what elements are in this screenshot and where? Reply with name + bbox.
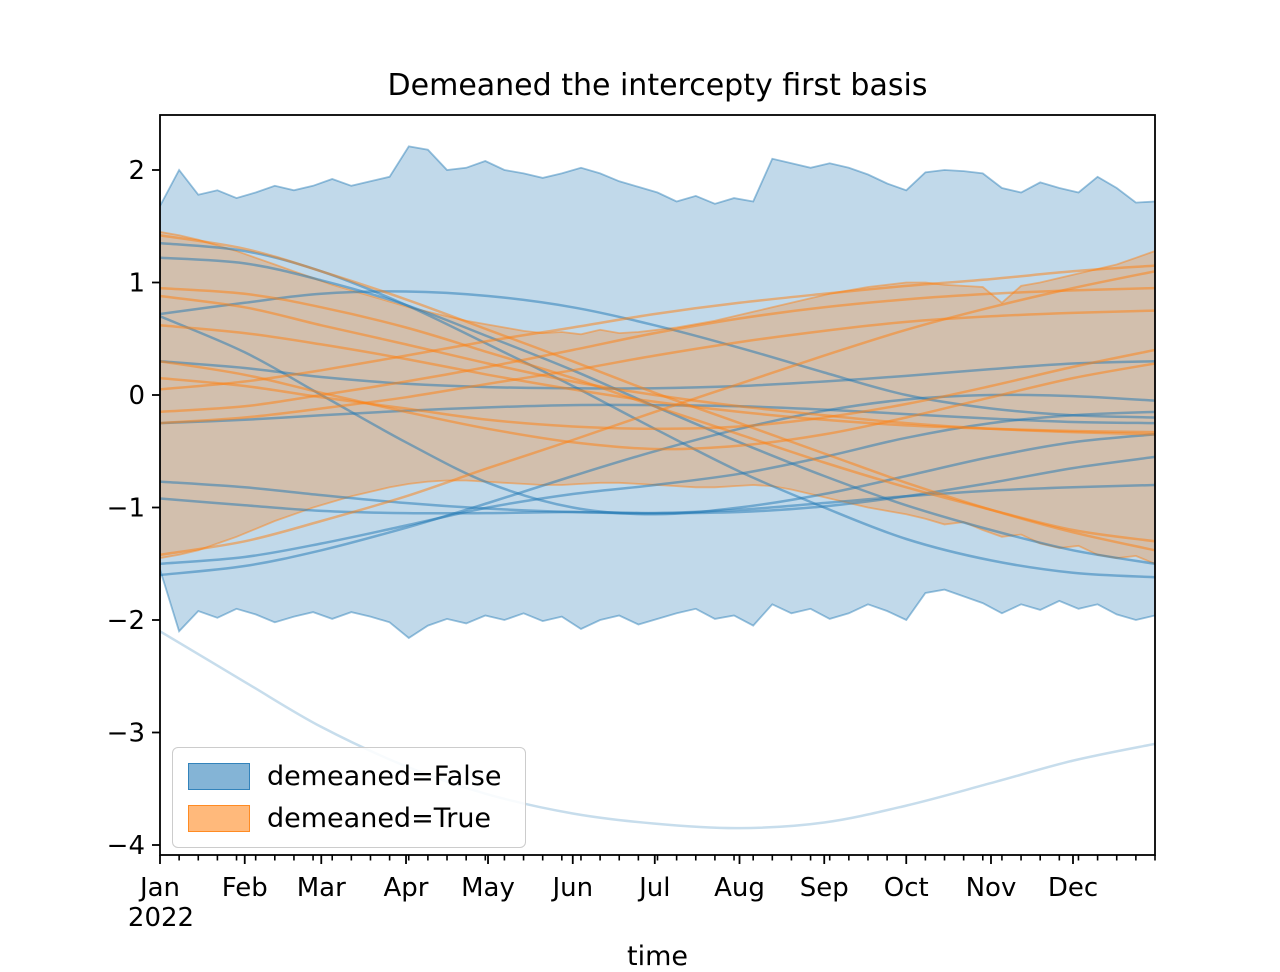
svg-text:Oct: Oct [884,873,929,903]
svg-text:−1: −1 [107,494,145,524]
svg-text:−4: −4 [107,831,145,861]
svg-text:0: 0 [128,381,145,411]
svg-text:Dec: Dec [1048,873,1098,903]
svg-text:Jan: Jan [138,873,180,903]
svg-text:Apr: Apr [384,873,429,903]
svg-text:Jul: Jul [637,873,670,903]
svg-text:Aug: Aug [714,873,765,903]
svg-text:−3: −3 [107,719,145,749]
legend-item-demeaned-true: demeaned=True [188,803,501,834]
svg-text:1: 1 [128,269,145,299]
svg-text:Mar: Mar [297,873,346,903]
svg-text:Nov: Nov [966,873,1017,903]
legend-label-demeaned-true: demeaned=True [267,803,492,834]
x-axis-year-label: 2022 [127,903,195,933]
legend: demeaned=False demeaned=True [172,747,527,848]
svg-text:Jun: Jun [550,873,593,903]
svg-text:May: May [461,873,515,903]
svg-text:2: 2 [128,156,145,186]
chart-title: Demeaned the intercepty first basis [387,68,928,103]
legend-label-demeaned-false: demeaned=False [267,761,502,792]
legend-swatch-demeaned-false [188,763,250,790]
svg-text:Feb: Feb [222,873,268,903]
legend-swatch-demeaned-true [188,805,250,832]
svg-text:Sep: Sep [800,873,849,903]
x-axis-label: time [626,941,688,972]
legend-item-demeaned-false: demeaned=False [188,761,501,792]
svg-text:−2: −2 [107,606,145,636]
